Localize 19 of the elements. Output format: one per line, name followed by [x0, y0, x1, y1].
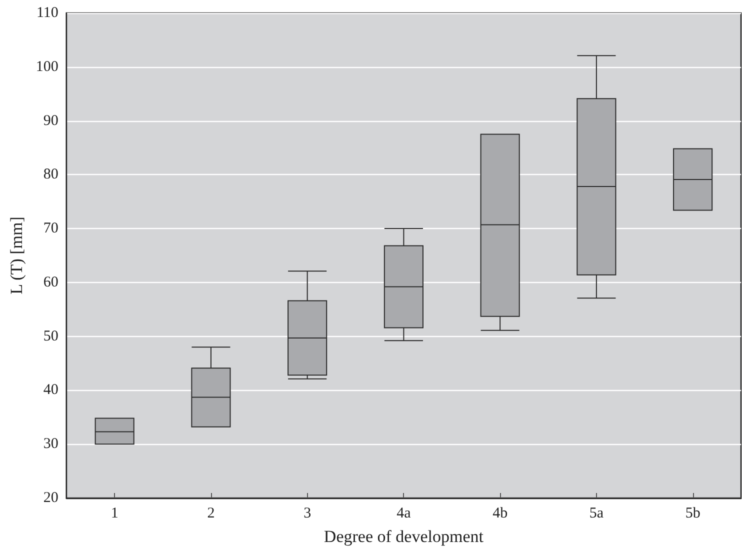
y-tick-label: 60 [43, 274, 58, 290]
y-tick-label: 100 [36, 58, 58, 75]
x-tick-label: 3 [304, 506, 312, 522]
y-tick-label: 30 [43, 436, 58, 452]
x-tick-label: 5b [685, 506, 700, 522]
x-axis-title: Degree of development [324, 527, 484, 546]
y-tick-label: 50 [43, 328, 58, 344]
y-tick-label: 70 [43, 220, 58, 237]
x-tick-label: 4a [396, 506, 412, 522]
x-tick-label: 5a [589, 506, 604, 522]
x-tick-label: 1 [110, 506, 118, 522]
y-tick-label: 80 [43, 166, 58, 183]
y-axis-title: L (T) [mm] [7, 216, 26, 294]
y-tick-label: 110 [36, 5, 58, 21]
y-tick-label: 40 [43, 382, 58, 398]
y-tick-label: 20 [43, 490, 58, 506]
y-tick-label: 90 [43, 112, 58, 129]
x-tick-label: 4b [492, 506, 508, 522]
x-tick-label: 2 [207, 506, 215, 522]
